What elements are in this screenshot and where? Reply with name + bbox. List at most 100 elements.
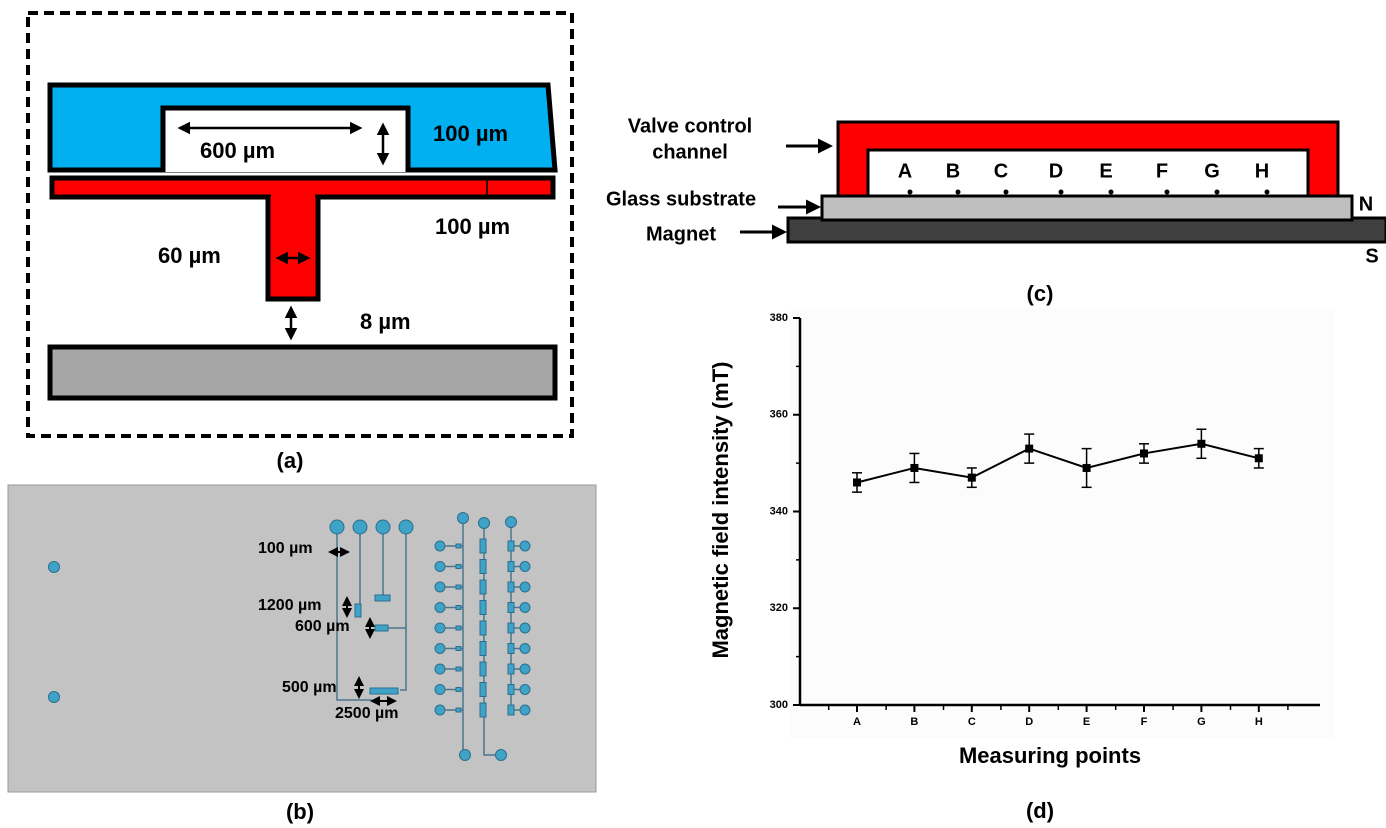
x-tick-label: E <box>1083 716 1090 728</box>
chamber <box>508 603 514 613</box>
port <box>520 623 530 633</box>
dim-label: 100 µm <box>433 121 508 146</box>
port <box>520 541 530 551</box>
port <box>376 520 390 534</box>
port <box>520 705 530 715</box>
y-tick-label: 380 <box>770 312 788 324</box>
x-tick-label: F <box>1141 716 1148 728</box>
port <box>49 562 60 573</box>
chip <box>8 485 596 792</box>
valve <box>456 647 461 651</box>
port <box>458 513 469 524</box>
point-label: B <box>946 160 960 182</box>
port <box>520 685 530 695</box>
panel-c: Valve control channel Glass substrate Ma… <box>606 115 1386 306</box>
chamber <box>480 703 486 717</box>
panel-b: 100 µm 1200 µm 600 µm 500 µm 2500 µm (b) <box>8 485 596 824</box>
port <box>435 582 445 592</box>
plot-bg <box>790 308 1335 738</box>
x-tick-label: D <box>1025 716 1033 728</box>
port <box>330 520 344 534</box>
dim-label: 600 µm <box>295 618 350 635</box>
label: Magnet <box>646 223 716 245</box>
marker <box>1255 454 1263 462</box>
chamber <box>508 623 514 633</box>
chamber <box>508 562 514 572</box>
x-tick-label: B <box>910 716 918 728</box>
chamber <box>508 541 514 551</box>
label: channel <box>652 141 728 163</box>
glass <box>822 196 1352 220</box>
chamber <box>355 604 361 617</box>
point-label: C <box>994 160 1008 182</box>
port <box>460 750 471 761</box>
x-tick-label: H <box>1255 716 1263 728</box>
port <box>435 562 445 572</box>
dim-label: 8 µm <box>360 309 411 334</box>
chamber <box>508 705 514 715</box>
marker <box>1140 449 1148 457</box>
magnet <box>788 218 1386 242</box>
chamber <box>508 644 514 654</box>
point-label: D <box>1049 160 1063 182</box>
port <box>506 517 517 528</box>
marker <box>910 464 918 472</box>
dim-label: 60 µm <box>158 243 221 268</box>
chamber <box>480 642 486 656</box>
y-tick-label: 340 <box>770 505 788 517</box>
chamber <box>508 582 514 592</box>
chamber <box>375 625 388 631</box>
port <box>49 692 60 703</box>
point-label: H <box>1255 160 1269 182</box>
point-dot <box>1109 190 1114 195</box>
valve <box>456 585 461 589</box>
port <box>435 541 445 551</box>
port <box>479 518 490 529</box>
point-label: E <box>1099 160 1112 182</box>
y-tick-label: 360 <box>770 409 788 421</box>
panel-label: (a) <box>277 448 304 473</box>
dim-label: 500 µm <box>282 679 337 696</box>
marker <box>853 478 861 486</box>
chamber <box>508 685 514 695</box>
valve <box>456 708 461 712</box>
measuring-points: ABCDEFGH <box>898 160 1270 194</box>
chamber <box>480 560 486 574</box>
port <box>520 582 530 592</box>
red-stem <box>268 197 318 299</box>
port <box>520 562 530 572</box>
dim-label: 2500 µm <box>335 705 398 722</box>
chamber <box>480 539 486 553</box>
port <box>435 603 445 613</box>
port <box>520 664 530 674</box>
port <box>435 664 445 674</box>
valve <box>456 565 461 569</box>
valve <box>456 606 461 610</box>
point-dot <box>1059 190 1064 195</box>
point-dot <box>1165 190 1170 195</box>
panel-a: 600 µm 100 µm 100 µm 60 µm 8 µm (a) <box>28 13 572 473</box>
chamber <box>480 580 486 594</box>
chamber <box>375 595 390 601</box>
marker <box>1025 445 1033 453</box>
chamber <box>508 664 514 674</box>
valve <box>456 626 461 630</box>
valve <box>456 544 461 548</box>
label: Valve control <box>628 115 753 137</box>
point-dot <box>908 190 913 195</box>
point-dot <box>956 190 961 195</box>
panel-d: Magnetic field intensity (mT) Measuring … <box>708 308 1335 823</box>
chamber <box>480 662 486 676</box>
label: Glass substrate <box>606 188 756 210</box>
port <box>435 705 445 715</box>
marker <box>968 474 976 482</box>
point-label: G <box>1204 160 1220 182</box>
valve <box>456 667 461 671</box>
port <box>435 644 445 654</box>
y-axis-title: Magnetic field intensity (mT) <box>708 361 733 658</box>
port <box>353 520 367 534</box>
point-dot <box>1004 190 1009 195</box>
valve-channel <box>838 122 1338 196</box>
dim-label: 100 µm <box>435 214 510 239</box>
gray-substrate <box>50 347 555 398</box>
